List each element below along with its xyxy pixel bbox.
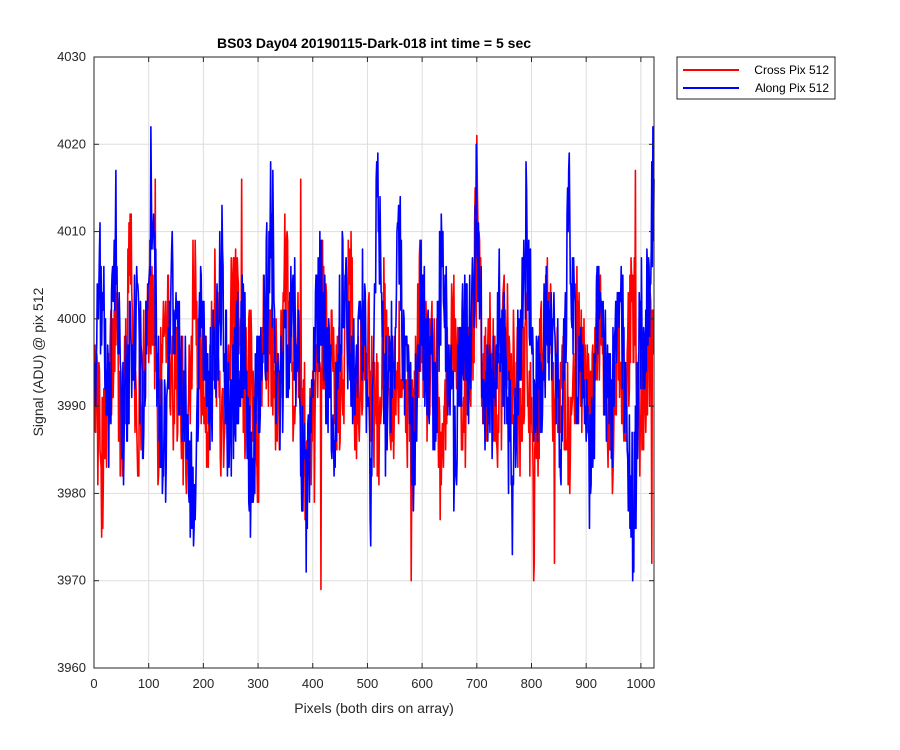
x-axis-label: Pixels (both dirs on array) — [294, 700, 454, 716]
legend-box — [676, 56, 836, 100]
y-tick-label: 3990 — [57, 398, 86, 413]
y-axis-label: Signal (ADU) @ pix 512 — [30, 287, 46, 436]
x-tick-label: 1000 — [626, 676, 655, 691]
x-tick-label: 800 — [521, 676, 543, 691]
x-tick-label: 700 — [466, 676, 488, 691]
y-tick-label: 3980 — [57, 485, 86, 500]
x-tick-label: 100 — [138, 676, 160, 691]
y-tick-label: 3960 — [57, 660, 86, 675]
y-tick-label: 4020 — [57, 136, 86, 151]
grid — [94, 57, 654, 668]
y-tick-label: 3970 — [57, 573, 86, 588]
y-tick-label: 4010 — [57, 224, 86, 239]
chart-title: BS03 Day04 20190115-Dark-018 int time = … — [217, 35, 531, 51]
legend-label-along: Along Pix 512 — [755, 81, 829, 95]
x-tick-label: 400 — [302, 676, 324, 691]
x-tick-label: 900 — [575, 676, 597, 691]
legend: Cross Pix 512 Along Pix 512 — [676, 56, 836, 100]
plot-frame — [93, 56, 655, 669]
y-tick-label: 4030 — [57, 49, 86, 64]
x-tick-label: 500 — [357, 676, 379, 691]
x-tick-label: 0 — [90, 676, 97, 691]
x-tick-label: 300 — [247, 676, 269, 691]
series-line-along — [93, 126, 655, 582]
y-tick-label: 4000 — [57, 311, 86, 326]
x-tick-label: 600 — [411, 676, 433, 691]
x-tick-label: 200 — [193, 676, 215, 691]
legend-label-cross: Cross Pix 512 — [754, 63, 829, 77]
series-layer — [93, 126, 655, 591]
ticks: 0 100 200 300 400 500 600 700 800 900 1000 3960 3970… — [57, 49, 655, 691]
